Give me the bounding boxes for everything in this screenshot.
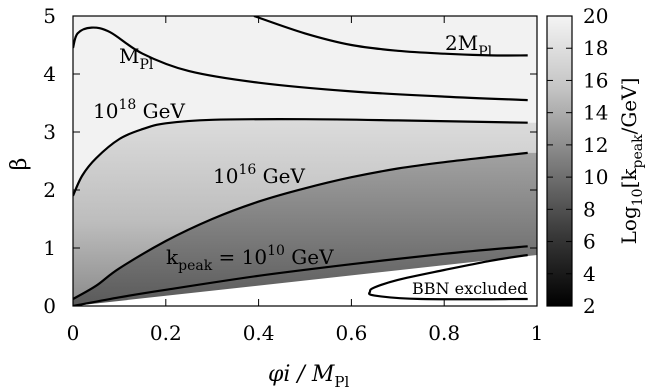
contour-1e10-gev [73, 245, 528, 306]
x-tick-label: 0.8 [428, 321, 460, 345]
x-tick-label: 1 [531, 321, 544, 345]
heatmap-white-wedge [73, 254, 537, 306]
x-tick-label: 0.6 [335, 321, 367, 345]
colorbar-gradient [546, 15, 573, 307]
axis-ticks: 0 0.2 0.4 0.6 0.8 1 0 1 2 3 4 5 [43, 4, 543, 345]
colorbar-tick-label: 12 [583, 133, 608, 157]
y-tick-label: 4 [43, 62, 56, 86]
label-1e18: 1018 GeV [93, 97, 185, 123]
contour-bbn [368, 253, 528, 301]
colorbar-tick-label: 14 [583, 101, 608, 125]
y-tick-label: 0 [43, 294, 56, 318]
colorbar-tick-label: 18 [583, 36, 608, 60]
colorbar-tick-label: 6 [583, 230, 596, 254]
x-tick-label: 0 [67, 321, 80, 345]
colorbar-tick-label: 20 [583, 4, 608, 28]
label-kpeak-1e10: kpeak = 1010 GeV [166, 243, 334, 274]
y-tick-label: 3 [43, 120, 56, 144]
contour-m-pl [73, 26, 528, 102]
contour-2m-pl [253, 16, 528, 57]
label-bbn-excluded: BBN excluded [412, 279, 527, 298]
colorbar-tick-label: 16 [583, 68, 608, 92]
colorbar-tick-label: 8 [583, 197, 596, 221]
x-axis-label: φi / MPl [268, 362, 349, 387]
y-tick-label: 5 [43, 4, 56, 28]
label-mpl: MPl [119, 44, 154, 73]
contour-1e16-gev [73, 151, 528, 300]
plot-frame [72, 15, 538, 307]
x-tick-label: 0.2 [150, 321, 182, 345]
colorbar-label: Log10[kpeak/GeV] [617, 78, 646, 245]
label-2mpl: 2MPl [445, 31, 493, 60]
contour-1e18-gev [73, 118, 528, 197]
contour-lines [73, 16, 528, 306]
label-1e16: 1016 GeV [213, 162, 305, 188]
colorbar-tick-label: 2 [583, 294, 596, 318]
x-tick-label: 0.4 [243, 321, 275, 345]
colorbar-ticks: 2 4 6 8 10 12 14 16 18 20 [547, 4, 608, 318]
y-axis-label: β [7, 158, 32, 171]
colorbar-tick-label: 10 [583, 165, 608, 189]
colorbar [546, 15, 573, 307]
y-tick-label: 1 [43, 236, 56, 260]
heatmap-band-low [73, 152, 537, 306]
colorbar-tick-label: 4 [583, 262, 596, 286]
y-tick-label: 2 [43, 178, 56, 202]
